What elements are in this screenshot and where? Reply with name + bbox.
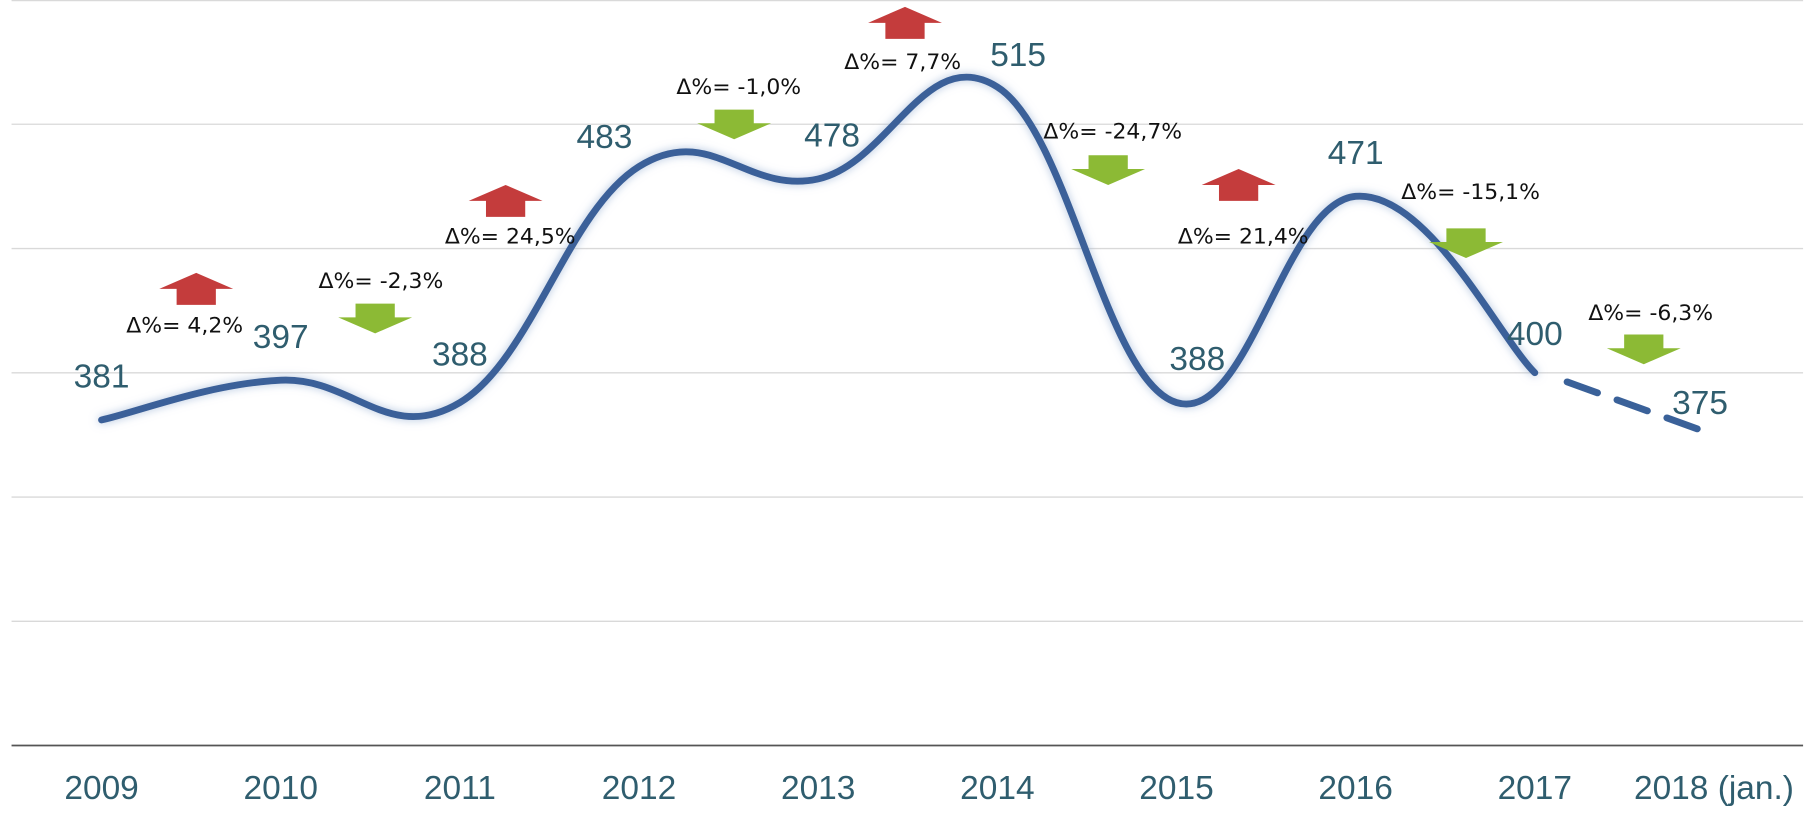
annotation-label: Δ%= -2,3% <box>319 269 444 294</box>
arrow-down <box>338 303 413 334</box>
x-tick-label: 2009 <box>64 770 138 807</box>
value-label: 388 <box>432 337 488 374</box>
x-tick-label: 2012 <box>602 770 676 807</box>
x-tick-label: 2018 (jan.) <box>1634 770 1794 807</box>
annotation-label: Δ%= -15,1% <box>1401 180 1540 205</box>
annotation-label: Δ%= -24,7% <box>1043 120 1182 145</box>
value-label: 388 <box>1169 341 1225 378</box>
x-tick-label: 2011 <box>424 770 496 807</box>
line-series <box>98 73 1539 424</box>
x-tick-label: 2017 <box>1498 770 1572 807</box>
arrow-down <box>1071 155 1146 185</box>
arrow-down <box>1429 228 1503 259</box>
annotation-label: Δ%= -6,3% <box>1588 301 1713 326</box>
value-label: 478 <box>804 118 860 155</box>
arrow-down <box>1606 334 1681 365</box>
arrow-up <box>159 272 234 305</box>
arrow-up <box>468 184 543 217</box>
arrow-up <box>868 6 942 39</box>
x-tick-label: 2015 <box>1139 770 1213 807</box>
arrow-up <box>1201 168 1276 201</box>
x-tick-label: 2010 <box>244 770 318 807</box>
value-label: 397 <box>253 319 309 356</box>
value-label: 400 <box>1507 316 1563 353</box>
annotation-label: Δ%= 24,5% <box>445 225 576 250</box>
value-label: 471 <box>1328 135 1384 172</box>
x-tick-label: 2013 <box>781 770 855 807</box>
annotation-label: Δ%= 4,2% <box>126 314 243 339</box>
x-tick-label: 2016 <box>1318 770 1392 807</box>
x-tick-label: 2014 <box>960 770 1034 807</box>
value-label: 483 <box>576 119 632 156</box>
value-label: 381 <box>74 359 130 396</box>
arrow-down <box>697 109 772 140</box>
annotation-label: Δ%= 21,4% <box>1178 225 1309 250</box>
annotation-label: Δ%= -1,0% <box>676 75 801 100</box>
value-label: 515 <box>990 37 1046 74</box>
value-label: 375 <box>1672 385 1728 422</box>
annotation-label: Δ%= 7,7% <box>844 50 961 75</box>
line-series-projected <box>1563 378 1718 439</box>
